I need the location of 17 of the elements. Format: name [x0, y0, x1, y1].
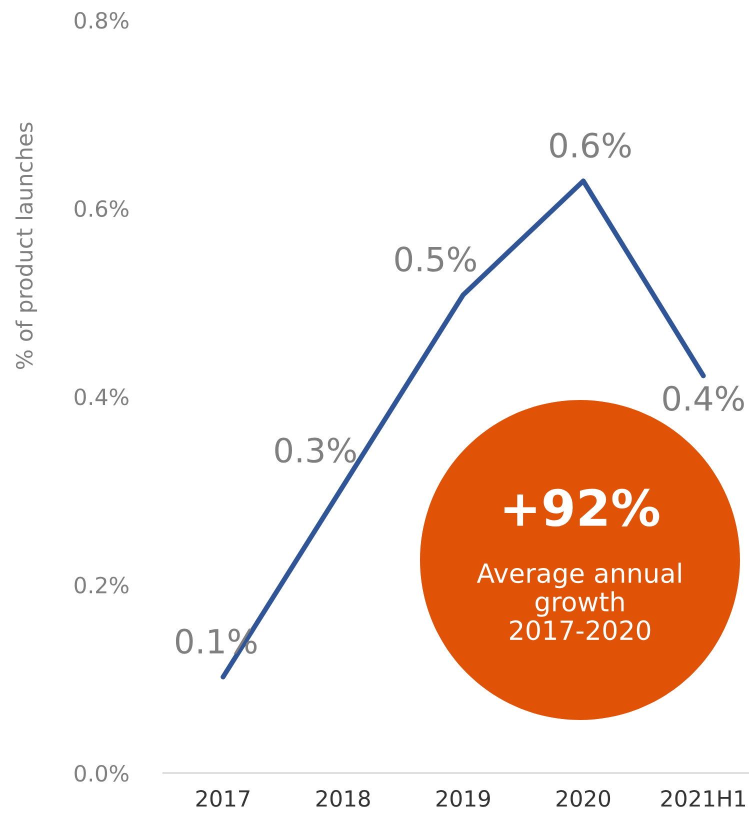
y-tick-label: 0.8%	[74, 12, 128, 29]
annotation: +92%	[504, 488, 660, 527]
x-tick-label: 2017	[196, 790, 250, 807]
data-label: 0.5%	[395, 246, 476, 272]
y-tick-label: 0.4%	[74, 388, 128, 406]
x-tick-label: 2020	[556, 790, 610, 807]
x-tick-label: 2018	[316, 790, 370, 807]
data-label: 0.4%	[663, 386, 744, 411]
y-tick-label: 0.0%	[74, 764, 128, 782]
y-axis-title: % of product launches	[16, 122, 38, 370]
x-tick-label: 2019	[436, 790, 490, 807]
data-label: 0.3%	[275, 438, 356, 463]
y-tick-label: 0.6%	[74, 200, 128, 218]
annotation: Average annual growth 2017-2020	[476, 562, 681, 640]
data-label: 0.6%	[550, 132, 631, 158]
y-tick-label: 0.2%	[74, 576, 128, 594]
x-tick-label: 2021H1	[661, 790, 746, 807]
